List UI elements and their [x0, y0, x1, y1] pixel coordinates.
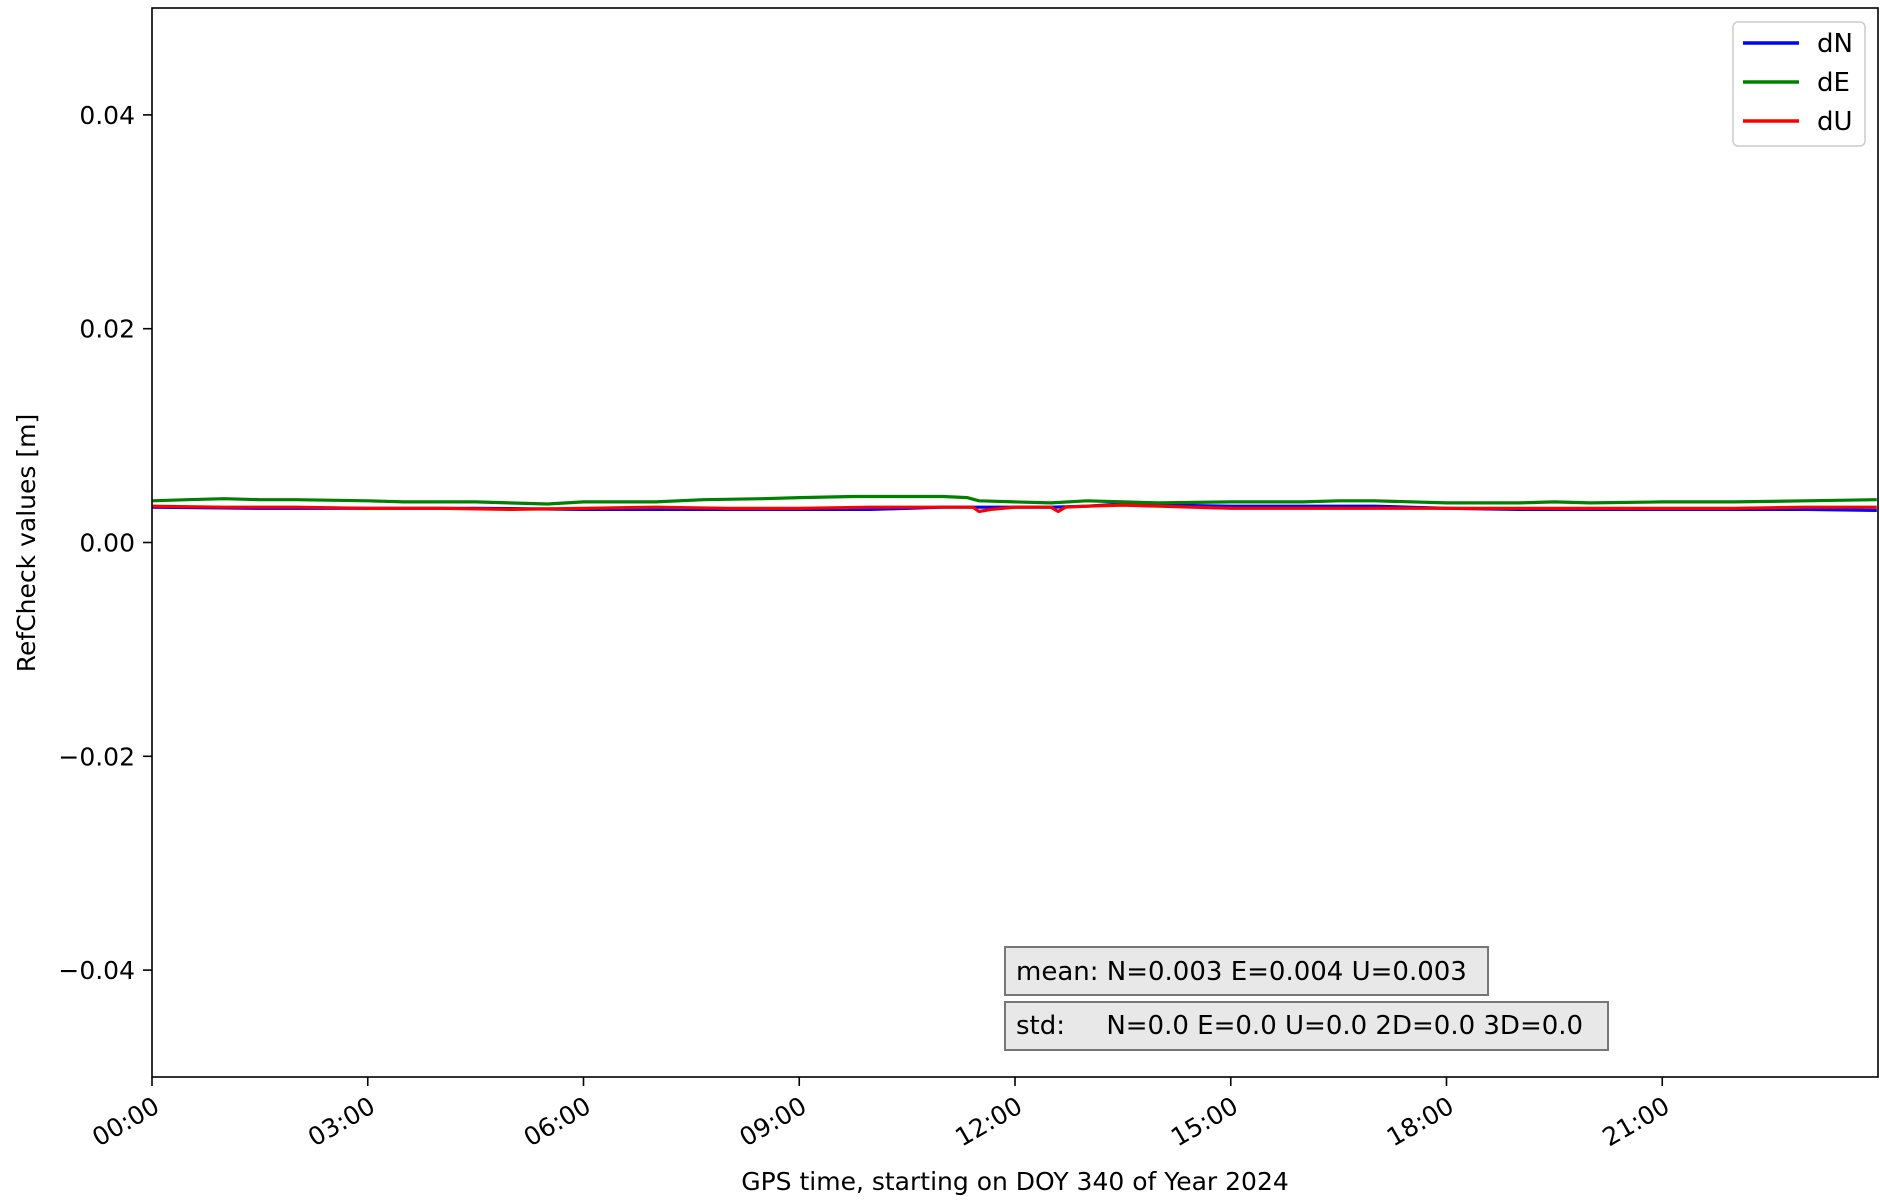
y-axis: 0.04 0.02 0.00 −0.02 −0.04 [58, 101, 152, 985]
mean-annotation: mean: N=0.003 E=0.004 U=0.003 [1004, 946, 1489, 996]
y-tick-label: −0.02 [58, 742, 135, 771]
y-tick-label: 0.04 [79, 101, 135, 130]
y-tick-label: −0.04 [58, 956, 135, 985]
legend-label-du: dU [1817, 107, 1853, 137]
legend-box [1732, 21, 1866, 147]
y-axis-title: RefCheck values [m] [12, 414, 41, 672]
std-annotation-box [1004, 1001, 1609, 1051]
mean-annotation-text: mean: N=0.003 E=0.004 U=0.003 [1016, 957, 1467, 987]
y-tick-label: 0.02 [79, 315, 135, 344]
series-line-de [151, 494, 1877, 506]
std-annotation: std: N=0.0 E=0.0 U=0.0 2D=0.0 3D=0.0 [1004, 1001, 1609, 1051]
legend: dN dE dU [1732, 21, 1866, 147]
std-annotation-text: std: N=0.0 E=0.0 U=0.0 2D=0.0 3D=0.0 [1016, 1011, 1583, 1041]
legend-label-dn: dN [1817, 29, 1853, 59]
x-axis-title: GPS time, starting on DOY 340 of Year 20… [741, 1167, 1289, 1196]
series-layer [151, 494, 1877, 514]
mean-annotation-box [1004, 946, 1489, 996]
legend-label-de: dE [1817, 68, 1850, 98]
y-tick-label: 0.00 [79, 529, 135, 558]
series-line-du [151, 503, 1877, 514]
